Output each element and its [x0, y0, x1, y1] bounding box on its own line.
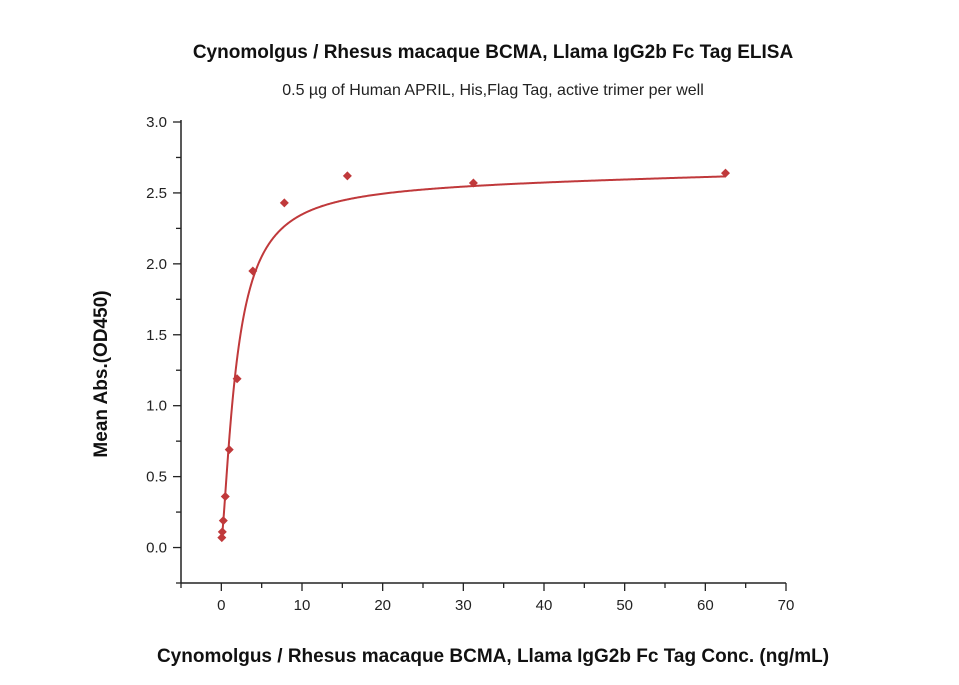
x-tick-label: 70: [778, 597, 795, 614]
data-point: [217, 527, 227, 537]
y-tick-label: 1.5: [146, 327, 167, 344]
y-tick-label: 2.5: [146, 185, 167, 202]
x-tick-label: 40: [536, 597, 553, 614]
data-point: [232, 374, 242, 384]
x-tick-label: 60: [697, 597, 714, 614]
x-axis-label: Cynomolgus / Rhesus macaque BCMA, Llama …: [157, 646, 829, 667]
y-tick-label: 0.0: [146, 540, 167, 557]
y-tick-label: 2.0: [146, 256, 167, 273]
y-tick-label: 0.5: [146, 469, 167, 486]
chart-title: Cynomolgus / Rhesus macaque BCMA, Llama …: [193, 42, 794, 63]
data-point: [468, 178, 478, 188]
chart-subtitle: 0.5 µg of Human APRIL, His,Flag Tag, act…: [282, 82, 704, 99]
data-point: [220, 491, 230, 501]
fit-curve: [220, 175, 726, 539]
x-tick-label: 0: [217, 597, 225, 614]
x-tick-label: 20: [374, 597, 391, 614]
x-tick-label: 50: [616, 597, 633, 614]
data-point: [279, 198, 289, 208]
y-axis-label: Mean Abs.(OD450): [91, 290, 112, 457]
y-tick-label: 1.0: [146, 398, 167, 415]
data-point: [721, 168, 730, 178]
y-tick-label: 3.0: [146, 114, 167, 131]
data-point: [217, 533, 227, 543]
data-point: [248, 266, 258, 276]
data-point: [342, 171, 352, 181]
data-point: [218, 516, 228, 526]
x-tick-label: 30: [455, 597, 472, 614]
data-point: [224, 445, 234, 455]
x-tick-label: 10: [294, 597, 311, 614]
